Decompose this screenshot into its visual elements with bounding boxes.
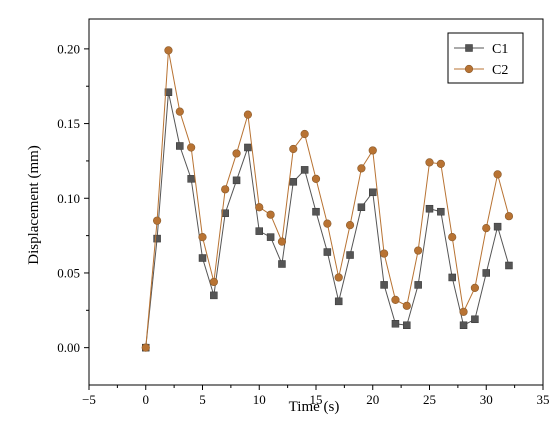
data-point-c2 <box>198 233 207 242</box>
data-point-c1 <box>425 204 434 213</box>
legend-entry-c2: C2 <box>454 63 508 78</box>
data-point-c2 <box>357 164 366 173</box>
data-point-c1 <box>210 291 218 300</box>
data-point-c1 <box>221 209 229 217</box>
data-point-c2 <box>300 129 309 139</box>
x-tick-label: 5 <box>199 392 206 407</box>
data-point-c1 <box>380 281 388 289</box>
data-point-c2 <box>470 283 480 292</box>
data-point-c1 <box>403 321 411 329</box>
data-point-c1 <box>312 207 320 216</box>
y-axis-title: Displacement (mm) <box>26 145 42 265</box>
data-point-c1 <box>459 321 468 329</box>
data-point-c2 <box>493 170 502 179</box>
data-point-c2 <box>436 159 445 169</box>
data-point-c1 <box>187 175 195 183</box>
data-point-c2 <box>448 233 457 242</box>
legend-marker <box>465 44 473 52</box>
data-point-c2 <box>266 210 275 219</box>
x-tick-label: 10 <box>253 392 266 407</box>
data-point-c2 <box>380 249 389 258</box>
data-point-c2 <box>345 221 355 230</box>
data-point-c1 <box>244 143 252 152</box>
x-tick-label: 25 <box>423 392 436 407</box>
data-point-c2 <box>141 343 150 352</box>
data-point-c2 <box>504 212 514 221</box>
data-point-c1 <box>198 254 207 262</box>
data-point-c1 <box>164 88 173 96</box>
data-point-c2 <box>164 46 173 55</box>
data-point-c1 <box>153 234 161 243</box>
legend-box <box>447 32 524 84</box>
legend-entry-c1: C1 <box>454 42 508 57</box>
legend-marker <box>464 64 474 74</box>
y-tick-label: 0.05 <box>57 265 80 280</box>
data-point-c2 <box>334 273 343 282</box>
series-line-c2 <box>145 50 510 348</box>
legend-label: C1 <box>492 42 508 57</box>
x-tick-label: 15 <box>310 392 323 407</box>
data-point-c1 <box>278 260 286 268</box>
data-point-c2 <box>482 224 491 233</box>
data-point-c1 <box>414 281 422 289</box>
data-point-c2 <box>175 107 184 116</box>
series-layer <box>141 46 514 352</box>
data-point-c1 <box>323 248 332 256</box>
data-point-c1 <box>255 227 263 235</box>
data-point-c2 <box>255 203 264 212</box>
data-point-c2 <box>289 144 298 154</box>
data-point-c2 <box>368 146 377 155</box>
series-c1 <box>142 88 513 352</box>
data-point-c2 <box>221 185 230 194</box>
data-point-c2 <box>414 246 423 255</box>
x-tick-label: 35 <box>537 392 550 407</box>
data-point-c1 <box>448 273 456 282</box>
data-point-c2 <box>277 237 287 246</box>
data-point-c2 <box>323 219 332 228</box>
y-tick-label: 0.20 <box>57 41 80 56</box>
data-point-c2 <box>243 110 252 119</box>
data-point-c2 <box>425 158 434 167</box>
y-tick-label: 0.00 <box>57 340 80 355</box>
data-point-c1 <box>176 142 184 150</box>
data-point-c1 <box>391 320 400 328</box>
data-point-c1 <box>357 203 366 211</box>
data-point-c2 <box>311 174 321 183</box>
y-tick-label: 0.15 <box>57 116 80 131</box>
axes: −5 0 5 10 15 20 25 30 35 0.00 0.05 0.10 0.15 0.20 <box>57 18 550 407</box>
data-point-c2 <box>402 301 411 310</box>
data-point-c2 <box>187 143 196 152</box>
data-point-c1 <box>266 233 275 241</box>
data-point-c1 <box>369 188 377 197</box>
x-axis-title: Time (s) <box>289 399 340 415</box>
data-point-c1 <box>505 261 513 270</box>
y-tick-label: 0.10 <box>57 191 80 206</box>
data-point-c2 <box>209 277 218 287</box>
data-point-c1 <box>232 176 241 185</box>
data-point-c2 <box>153 216 162 225</box>
x-tick-label: −5 <box>82 392 96 407</box>
data-point-c1 <box>289 178 298 186</box>
data-point-c2 <box>232 149 241 158</box>
data-point-c1 <box>334 297 343 306</box>
x-tick-label: 20 <box>366 392 379 407</box>
data-point-c1 <box>346 251 354 259</box>
x-tick-label: 0 <box>143 392 150 407</box>
data-point-c1 <box>471 315 479 324</box>
data-point-c1 <box>437 207 445 216</box>
data-point-c2 <box>459 307 468 316</box>
legend-label: C2 <box>492 63 508 78</box>
data-point-c2 <box>391 295 400 304</box>
data-point-c1 <box>300 166 309 174</box>
data-point-c1 <box>482 269 490 277</box>
x-tick-label: 30 <box>480 392 493 407</box>
series-c2 <box>141 46 514 352</box>
data-point-c1 <box>493 222 502 231</box>
